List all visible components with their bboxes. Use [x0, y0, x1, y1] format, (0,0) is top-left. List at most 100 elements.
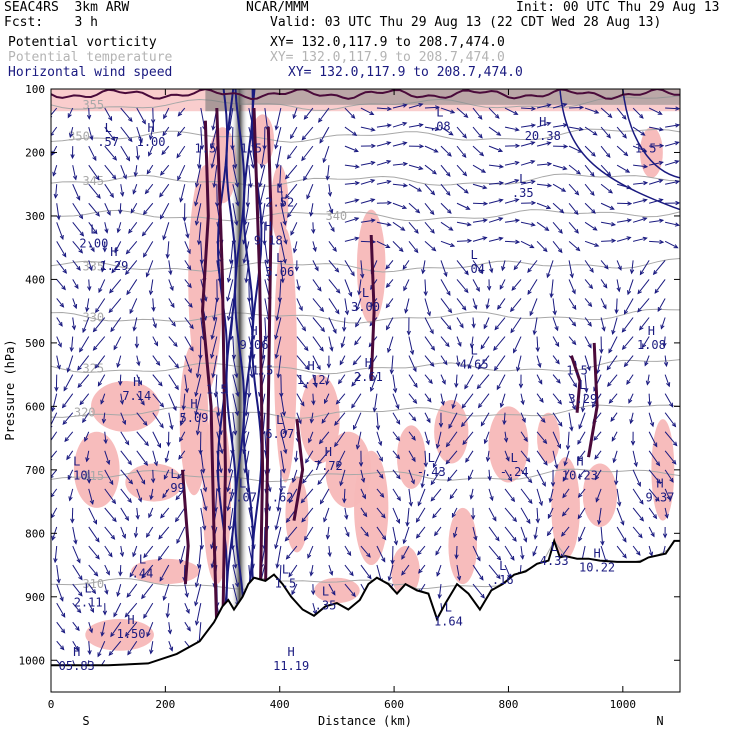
wind-vector — [280, 222, 287, 244]
wind-arrowhead — [194, 582, 200, 588]
wind-vector — [472, 545, 481, 561]
wind-vector — [88, 583, 96, 594]
wind-vector — [326, 374, 330, 385]
wind-arrowhead — [586, 366, 591, 372]
wind-vector — [488, 526, 500, 541]
wind-arrowhead — [461, 305, 467, 311]
wind-vector — [312, 336, 324, 352]
pv-contour — [181, 469, 190, 585]
wind-vector — [280, 241, 286, 263]
pv-fill-blob — [354, 450, 389, 566]
wind-arrowhead — [546, 141, 552, 146]
wind-arrowhead — [292, 248, 298, 254]
wind-vector — [303, 164, 314, 181]
wind-arrowhead — [443, 360, 448, 366]
wind-arrowhead — [510, 497, 516, 503]
pv-extremum-value: 10.23 — [562, 468, 598, 482]
wind-vector — [56, 203, 60, 220]
wind-vector — [664, 469, 674, 483]
wind-vector — [280, 184, 284, 207]
wind-vector — [179, 431, 186, 442]
wind-vector — [93, 336, 106, 351]
wind-vector — [336, 450, 346, 467]
wind-arrowhead — [226, 506, 231, 512]
wind-vector — [424, 450, 427, 467]
wind-vector — [360, 126, 375, 131]
wind-arrowhead — [420, 483, 425, 489]
wind-arrowhead — [450, 242, 456, 247]
wind-arrowhead — [592, 226, 598, 231]
wind-vector — [143, 545, 154, 558]
wind-vector — [264, 317, 267, 340]
wind-vector — [244, 203, 250, 225]
wind-arrowhead — [601, 326, 606, 332]
wind-vector — [275, 107, 282, 130]
wind-vector — [104, 183, 114, 198]
wind-arrowhead — [118, 209, 123, 215]
wind-arrowhead — [514, 179, 520, 184]
pv-low-marker: L — [105, 121, 112, 135]
wind-arrowhead — [652, 514, 658, 520]
wind-vector — [184, 355, 192, 373]
wind-vector — [424, 336, 435, 351]
wind-vector — [56, 564, 60, 583]
wind-arrowhead — [128, 479, 134, 485]
wind-arrowhead — [571, 289, 576, 295]
pv-extremum-value: .16 — [492, 573, 514, 587]
pv-fill-blob — [551, 457, 580, 559]
wind-vector — [264, 431, 267, 454]
wind-vector — [648, 526, 655, 537]
wind-vector — [646, 374, 650, 385]
wind-vector — [403, 279, 410, 291]
wind-vector — [464, 374, 474, 389]
wind-arrowhead — [606, 133, 611, 139]
wind-vector — [657, 298, 666, 312]
wind-arrowhead — [108, 308, 114, 314]
wind-arrowhead — [194, 620, 200, 626]
wind-vector — [392, 221, 405, 231]
wind-arrowhead — [146, 632, 151, 638]
wind-arrowhead — [116, 591, 121, 598]
wind-vector — [287, 202, 298, 218]
wind-vector — [424, 126, 439, 130]
wind-arrowhead — [334, 267, 340, 273]
wind-arrowhead — [378, 441, 383, 447]
wind-vector — [536, 374, 543, 384]
wind-vector — [568, 183, 579, 195]
wind-arrowhead — [563, 144, 569, 149]
wind-arrowhead — [278, 487, 284, 493]
wind-vector — [600, 260, 609, 270]
wind-vector — [351, 393, 362, 408]
wind-vector — [424, 183, 435, 195]
wind-vector — [166, 241, 170, 258]
wind-arrowhead — [590, 171, 595, 177]
wind-vector — [320, 488, 330, 504]
pv-fill-blob — [73, 431, 120, 508]
wind-vector — [72, 260, 81, 271]
wind-arrowhead — [301, 135, 307, 141]
pv-contour-label: 1.5 — [195, 141, 217, 155]
wind-arrowhead — [195, 373, 201, 379]
wind-vector — [584, 279, 593, 289]
wind-arrowhead — [353, 148, 359, 153]
wind-vector — [344, 107, 355, 119]
wind-arrowhead — [291, 477, 297, 484]
wind-vector — [424, 317, 434, 334]
wind-vector — [600, 202, 615, 210]
wind-vector — [213, 298, 218, 321]
wind-vector — [226, 279, 234, 301]
wind-arrowhead — [90, 247, 95, 253]
wind-arrowhead — [336, 462, 341, 468]
wind-vector — [104, 469, 114, 485]
wind-vector — [120, 393, 124, 404]
field-1-xy: XY= 132.0,117.9 to 208.7,474.0 — [270, 35, 505, 50]
wind-arrowhead — [108, 116, 113, 122]
pv-extremum-value: .04 — [463, 262, 485, 276]
wind-arrowhead — [303, 536, 309, 542]
wind-arrowhead — [540, 418, 546, 423]
wind-vector — [152, 298, 155, 311]
wind-vector — [277, 355, 282, 378]
wind-arrowhead — [639, 516, 645, 522]
wind-arrowhead — [232, 430, 238, 436]
wind-vector — [104, 583, 108, 594]
